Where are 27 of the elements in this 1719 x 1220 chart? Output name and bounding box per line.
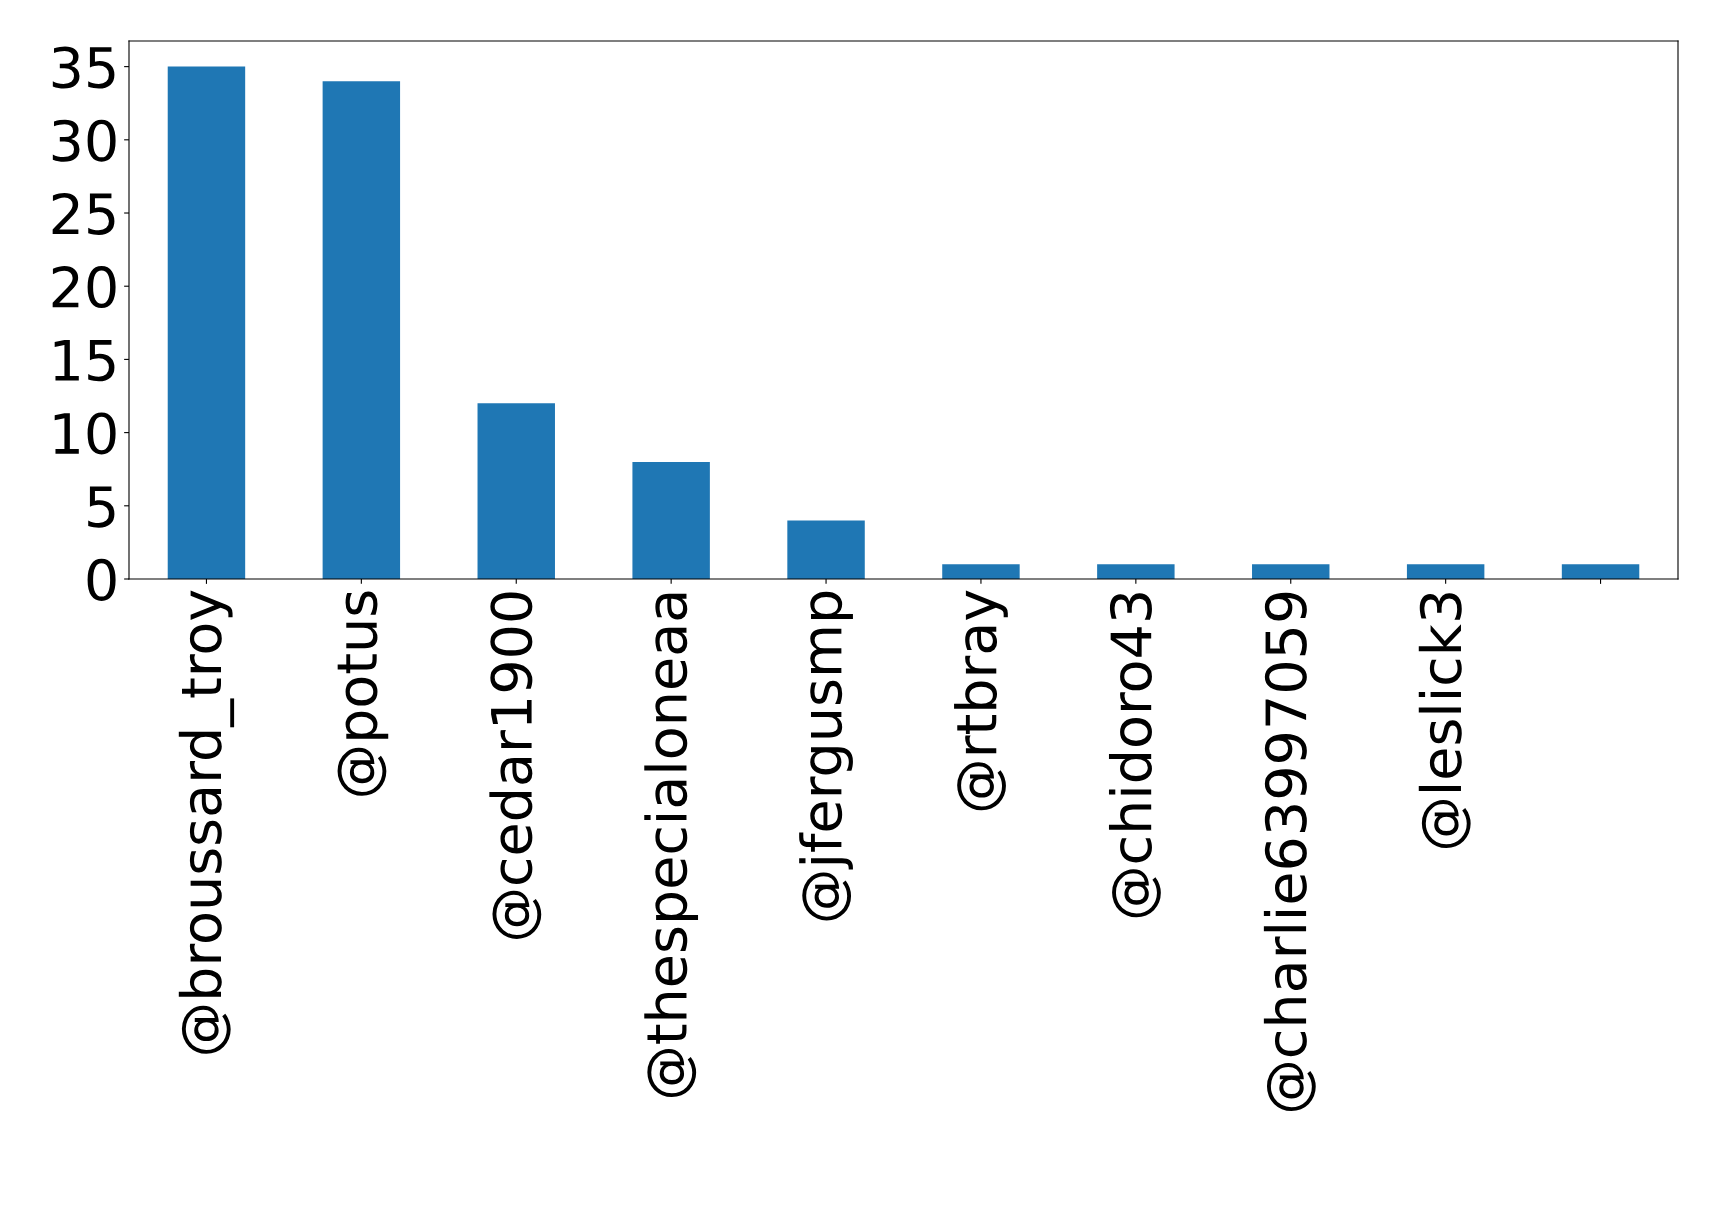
x-tick-label: @rtbray xyxy=(954,590,1008,811)
x-tick-label: @broussard_troy xyxy=(178,590,235,1054)
y-tick-label: 10 xyxy=(54,412,116,455)
bar xyxy=(1406,564,1485,579)
x-tick-label: @leslick3 xyxy=(1418,593,1471,849)
bar xyxy=(477,403,555,579)
y-tick-label: 20 xyxy=(52,266,116,309)
x-tick-label: @charlie63997059 xyxy=(1263,592,1316,1112)
x-tick-label: @chidoro43 xyxy=(1108,593,1161,918)
bar xyxy=(322,81,401,579)
y-tick-label: 30 xyxy=(52,119,116,162)
y-tick-label: 0 xyxy=(87,558,116,601)
bar xyxy=(942,564,1020,579)
y-tick-label: 15 xyxy=(54,340,115,382)
y-tick-label: 25 xyxy=(52,192,115,235)
bar xyxy=(1561,564,1640,579)
y-tick-label: 5 xyxy=(88,486,115,528)
bar xyxy=(1252,564,1330,579)
x-tick-label: @thespecialoneaa xyxy=(644,593,699,1098)
bar xyxy=(167,66,246,579)
y-tick-label: 35 xyxy=(52,46,115,89)
bar xyxy=(787,520,865,579)
bar xyxy=(1097,564,1175,579)
bar xyxy=(632,461,710,579)
x-tick-label: @cedar1900 xyxy=(489,592,542,939)
x-tick-label: @jfergusmp xyxy=(799,591,853,921)
x-tick-label: @potus xyxy=(337,591,389,796)
